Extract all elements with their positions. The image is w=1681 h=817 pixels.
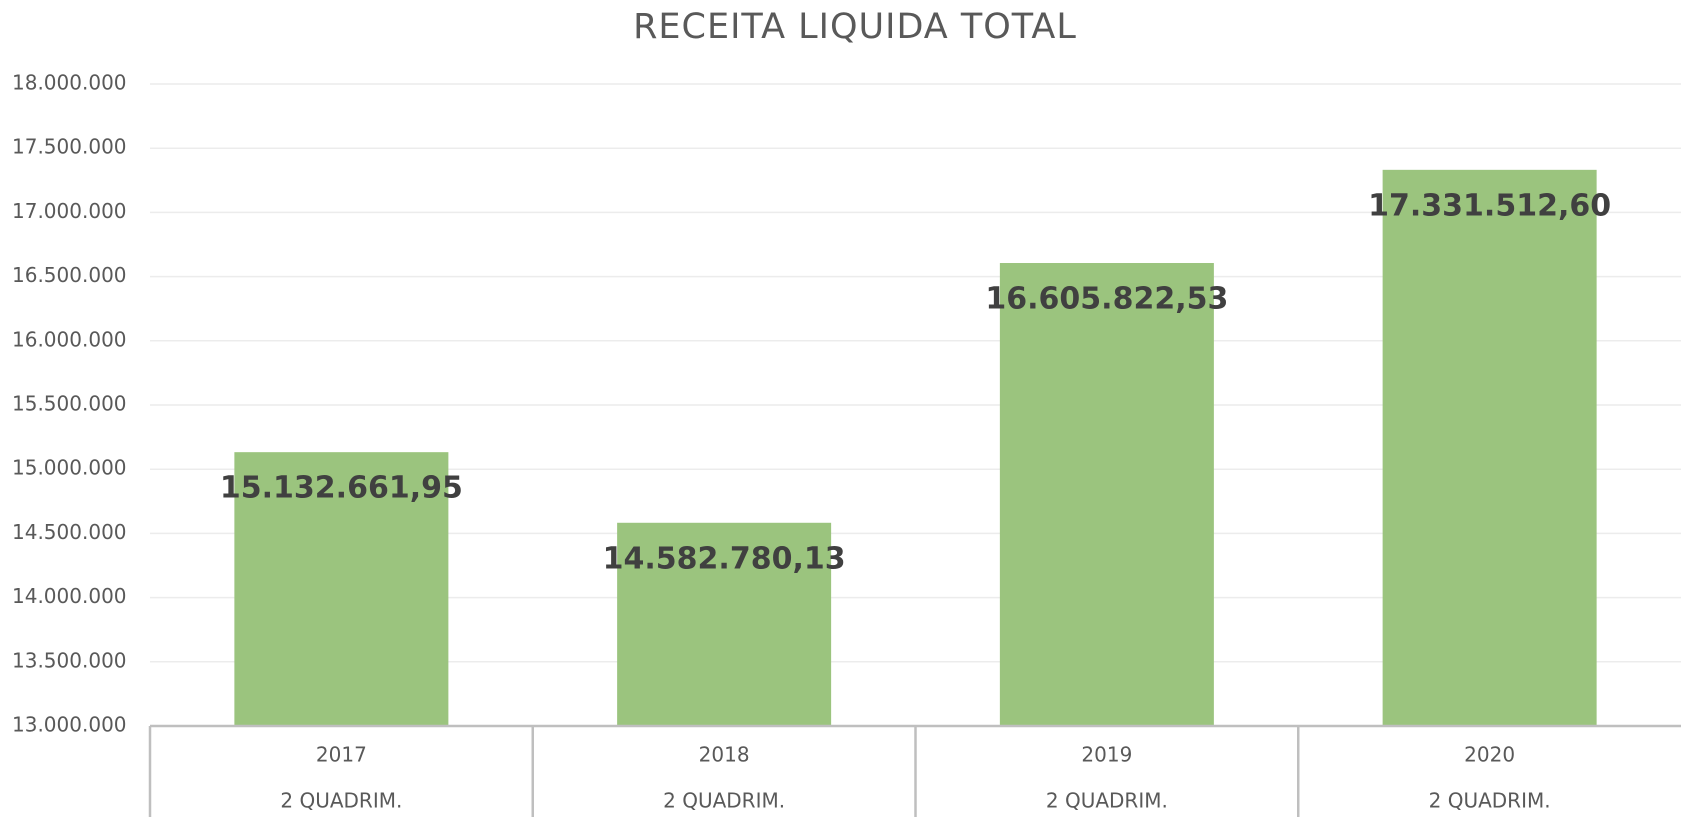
bar (999, 263, 1214, 726)
bar (617, 522, 832, 726)
y-tick-label: 15.000.000 (12, 456, 127, 480)
chart-title: RECEITA LIQUIDA TOTAL (633, 7, 1077, 47)
y-tick-label: 16.000.000 (12, 327, 127, 351)
y-tick-label: 13.000.000 (12, 713, 127, 737)
y-tick-label: 15.500.000 (12, 392, 127, 416)
y-tick-label: 17.500.000 (12, 135, 127, 159)
x-tick-label: 2019 (1081, 743, 1132, 767)
y-tick-label: 14.000.000 (12, 584, 127, 608)
y-tick-label: 17.000.000 (12, 199, 127, 223)
x-sub-label: 2 QUADRIM. (1429, 789, 1551, 813)
x-sub-label: 2 QUADRIM. (280, 789, 402, 813)
data-label: 14.582.780,13 (603, 541, 846, 576)
y-tick-label: 16.500.000 (12, 263, 127, 287)
x-tick-label: 2020 (1464, 743, 1515, 767)
data-label: 16.605.822,53 (985, 282, 1228, 317)
x-sub-label: 2 QUADRIM. (663, 789, 785, 813)
x-tick-label: 2018 (699, 743, 750, 767)
bar (234, 452, 449, 726)
y-tick-label: 13.500.000 (12, 648, 127, 672)
y-tick-label: 18.000.000 (12, 71, 127, 95)
data-label: 15.132.661,95 (220, 471, 463, 506)
x-tick-label: 2017 (316, 743, 367, 767)
bar (1382, 169, 1597, 726)
data-label: 17.331.512,60 (1368, 188, 1611, 223)
x-sub-label: 2 QUADRIM. (1046, 789, 1168, 813)
y-tick-label: 14.500.000 (12, 520, 127, 544)
